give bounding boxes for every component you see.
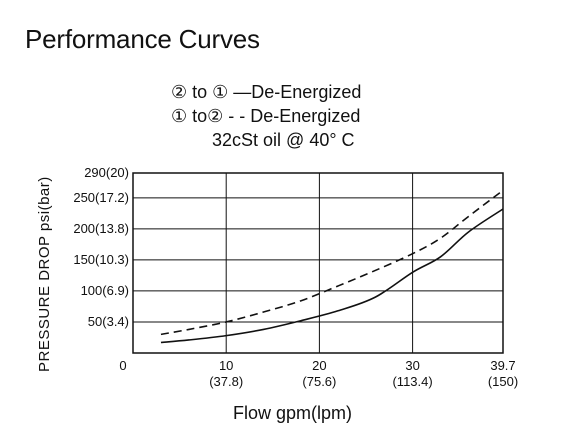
x-origin-label: 0	[119, 358, 126, 373]
page-title: Performance Curves	[25, 24, 260, 54]
y-tick-label: 100(6.9)	[81, 283, 129, 298]
plot-frame	[132, 172, 504, 354]
solid-series-line	[160, 208, 504, 344]
chart-grid	[133, 173, 503, 353]
y-tick-label: 250(17.2)	[73, 190, 129, 205]
x-tick-label: 30	[405, 358, 419, 373]
legend-dashed-entry: ① to② - - De-Energized	[171, 106, 361, 126]
y-tick-label: 200(13.8)	[73, 221, 129, 236]
x-tick-sublabel: (75.6)	[302, 374, 336, 389]
x-tick-sublabel: (113.4)	[392, 374, 432, 389]
y-axis-label: PRESSURE DROP psi(bar)	[36, 176, 53, 372]
x-tick-label: 39.7	[490, 358, 515, 373]
y-tick-label: 290(20)	[84, 165, 129, 180]
x-tick-label: 20	[312, 358, 326, 373]
x-tick-sublabel: (150)	[488, 374, 518, 389]
x-tick-sublabel: (37.8)	[209, 374, 243, 389]
test-condition-note: 32cSt oil @ 40° C	[212, 130, 355, 150]
x-tick-labels: 10(37.8) 20(75.6) 30(113.4) 39.7(150) 0	[119, 358, 518, 389]
legend-solid-entry: ② to ① —De-Energized	[171, 82, 362, 102]
chart-series	[160, 189, 504, 344]
y-tick-labels: 50(3.4) 100(6.9) 150(10.3) 200(13.8) 250(17.…	[73, 165, 129, 329]
x-tick-label: 10	[219, 358, 233, 373]
y-tick-label: 50(3.4)	[88, 314, 129, 329]
x-axis-label: Flow gpm(lpm)	[233, 403, 353, 423]
y-tick-label: 150(10.3)	[73, 252, 129, 267]
dashed-series-line	[160, 189, 504, 336]
